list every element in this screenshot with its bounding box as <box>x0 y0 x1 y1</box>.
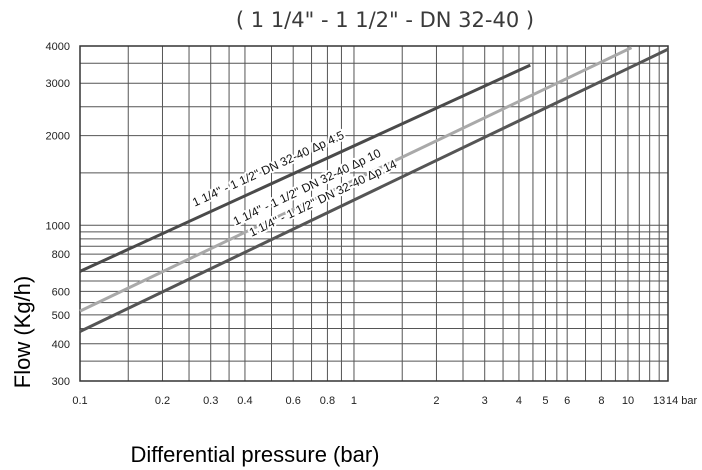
y-tick-labels: 300 400 500 600 800 1000 2000 3000 4000 <box>46 41 70 388</box>
y-tick-label: 3000 <box>46 78 70 90</box>
x-tick-labels: 0.1 0.2 0.3 0.4 0.6 0.8 1 2 3 4 5 6 8 10 13 14 bar <box>72 395 697 407</box>
x-tick-label: 0.1 <box>72 395 87 407</box>
y-tick-label: 800 <box>52 249 70 261</box>
x-tick-label: 3 <box>482 395 488 407</box>
x-tick-label: 1 <box>351 395 357 407</box>
series-lines <box>79 46 669 333</box>
series-line <box>79 46 633 313</box>
x-tick-label: 0.4 <box>237 395 252 407</box>
x-tick-label: 10 <box>622 395 634 407</box>
chart-title: ( 1 1/4" - 1 1/2" - DN 32-40 ) <box>236 8 534 32</box>
y-tick-label: 2000 <box>46 131 70 143</box>
series-labels: 1 1/4" - 1 1/2" DN 32-40 Δp 4.51 1/4" - … <box>188 126 401 242</box>
series-line <box>79 63 531 273</box>
x-tick-label: 14 bar <box>666 395 698 407</box>
y-axis-title: Flow (Kg/h) <box>10 276 35 388</box>
x-tick-label: 0.3 <box>203 395 218 407</box>
x-tick-label: 13 <box>653 395 665 407</box>
y-tick-label: 1000 <box>46 220 70 232</box>
grid <box>79 45 669 382</box>
x-tick-label: 6 <box>564 395 570 407</box>
y-tick-label: 4000 <box>46 41 70 53</box>
x-tick-label: 8 <box>598 395 604 407</box>
x-tick-label: 0.6 <box>286 395 301 407</box>
plot-frame <box>79 45 669 382</box>
y-tick-label: 500 <box>52 310 70 322</box>
x-tick-label: 0.8 <box>320 395 335 407</box>
y-tick-label: 300 <box>52 376 70 388</box>
x-tick-label: 0.2 <box>155 395 170 407</box>
y-tick-label: 600 <box>52 286 70 298</box>
x-tick-label: 2 <box>433 395 439 407</box>
y-tick-label: 400 <box>52 339 70 351</box>
x-tick-label: 5 <box>542 395 548 407</box>
series-line <box>79 47 669 333</box>
x-axis-title: Differential pressure (bar) <box>130 442 379 467</box>
x-tick-label: 4 <box>516 395 522 407</box>
